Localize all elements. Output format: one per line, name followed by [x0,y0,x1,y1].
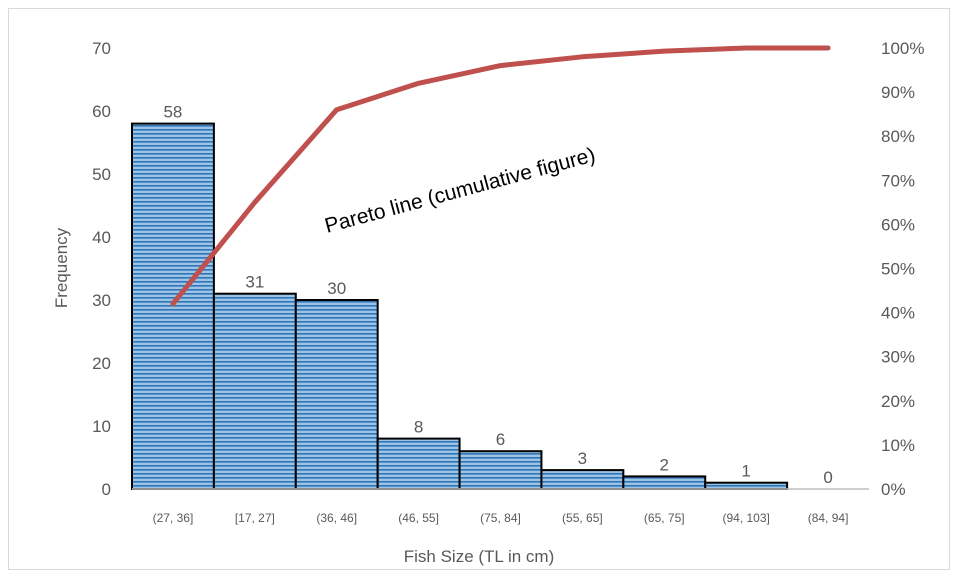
y-tick-label: 50 [92,165,111,184]
y-tick-label: 60 [92,102,111,121]
bar [458,450,543,491]
x-axis: (27, 36] [17, 27] (36, 46] (46, 55] (75, 84]… [153,511,849,525]
y-tick-label: 20 [92,354,111,373]
y-tick-label: 70 [92,39,111,58]
bar [212,292,297,491]
pareto-annotation: Pareto line (cumulative figure) [322,143,597,237]
y2-tick-label: 70% [881,171,915,190]
data-label: 2 [660,455,669,474]
bar [704,481,789,491]
bar [294,299,379,490]
y2-tick-label: 20% [881,392,915,411]
y-axis-right: 0% 10% 20% 30% 40% 50% 60% 70% 80% 90% 100% [881,39,924,499]
x-tick-label: (94, 103] [722,511,769,525]
data-label: 1 [741,462,750,481]
bars [131,122,789,491]
x-tick-label: (75, 84] [480,511,521,525]
y-tick-label: 40 [92,228,111,247]
x-tick-label: (46, 55] [398,511,439,525]
y-tick-label: 10 [92,417,111,436]
data-label: 58 [163,103,182,122]
y2-tick-label: 90% [881,83,915,102]
y2-tick-label: 50% [881,260,915,279]
x-tick-label: [17, 27] [235,511,275,525]
y2-tick-label: 80% [881,127,915,146]
y-axis-title: Frequency [52,227,71,308]
pareto-line [170,45,831,307]
data-label: 6 [496,430,505,449]
data-labels: 58 31 30 8 6 3 2 1 0 [163,103,832,487]
bar [540,469,625,491]
y2-tick-label: 30% [881,348,915,367]
chart-frame: 0 10 20 30 40 50 60 70 0% 10% 20% 30% 40% 50% 60% 70% 8… [8,8,950,570]
x-tick-label: (65, 75] [644,511,685,525]
y2-tick-label: 0% [881,480,906,499]
x-tick-label: (27, 36] [153,511,194,525]
x-tick-label: (84, 94] [808,511,849,525]
bar [376,437,461,491]
bar [131,122,215,490]
x-axis-title: Fish Size (TL in cm) [404,547,555,566]
y2-tick-label: 60% [881,215,915,234]
y-tick-label: 0 [102,480,111,499]
y-axis-left: 0 10 20 30 40 50 60 70 [92,39,111,499]
y2-tick-label: 40% [881,304,915,323]
data-label: 3 [578,449,587,468]
data-label: 0 [823,468,832,487]
x-tick-label: (55, 65] [562,511,603,525]
data-label: 30 [327,279,346,298]
bar [622,475,707,490]
data-label: 8 [414,418,423,437]
y2-tick-label: 100% [881,39,924,58]
x-tick-label: (36, 46] [316,511,357,525]
data-label: 31 [245,273,264,292]
y2-tick-label: 10% [881,436,915,455]
y-tick-label: 30 [92,291,111,310]
